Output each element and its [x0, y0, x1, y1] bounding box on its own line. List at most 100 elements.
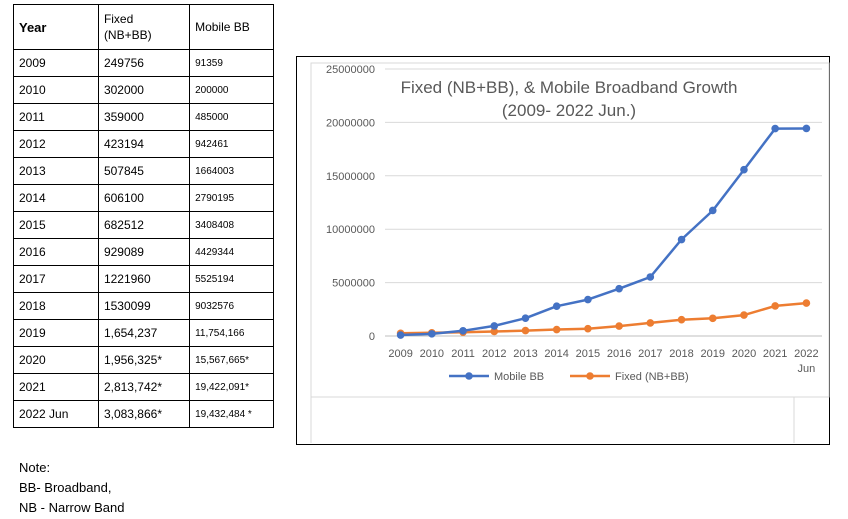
cell-mobile: 91359 — [189, 49, 274, 77]
cell-fixed: 507845 — [97, 157, 191, 185]
table-row: 2010 302000 200000 — [13, 76, 274, 104]
cell-year: 2012 — [13, 130, 99, 158]
cell-fixed: 2,813,742* — [97, 373, 191, 401]
data-point-mobile-bb — [740, 165, 748, 174]
data-point-mobile-bb — [584, 295, 592, 304]
table-row: 2018 1530099 9032576 — [13, 292, 274, 320]
cell-mobile: 485000 — [189, 103, 274, 131]
cell-mobile: 4429344 — [189, 238, 274, 266]
data-point-mobile-bb — [708, 206, 717, 215]
cell-year: 2020 — [13, 346, 99, 374]
legend-label-mobile-bb: Mobile BB — [494, 371, 544, 383]
header-mobile: Mobile BB — [189, 4, 274, 50]
table-row: 2016 929089 4429344 — [13, 238, 274, 266]
data-point-fixed — [521, 326, 530, 335]
cell-mobile: 19,432,484 * — [189, 400, 274, 428]
data-point-fixed — [490, 327, 499, 336]
data-point-mobile-bb — [802, 124, 811, 133]
data-table: Year Fixed (NB+BB) Mobile BB 2009 249756 91… — [13, 4, 274, 428]
y-tick-label: 0 — [369, 331, 375, 343]
x-tick-label: 2022 — [794, 348, 818, 360]
data-point-mobile-bb — [615, 284, 623, 293]
data-point-mobile-bb — [646, 273, 655, 281]
x-tick-label: 2012 — [482, 348, 506, 360]
chart-title: Fixed (NB+BB), & Mobile Broadband Growth — [401, 78, 738, 97]
data-point-fixed — [708, 314, 717, 323]
x-tick-label: 2021 — [763, 348, 787, 360]
cell-mobile: 3408408 — [189, 211, 274, 239]
cell-year: 2021 — [13, 373, 99, 401]
cell-fixed: 359000 — [97, 103, 191, 131]
y-tick-label: 10000000 — [326, 224, 375, 236]
data-point-fixed — [615, 322, 623, 330]
cell-fixed: 929089 — [97, 238, 191, 266]
cell-fixed: 682512 — [97, 211, 191, 239]
cell-year: 2019 — [13, 319, 99, 347]
cell-fixed: 249756 — [97, 49, 191, 77]
cell-year: 2022 Jun — [13, 400, 99, 428]
legend-label-fixed: Fixed (NB+BB) — [615, 371, 689, 383]
x-tick-label: 2018 — [669, 348, 693, 360]
cell-fixed: 1221960 — [97, 265, 191, 293]
data-point-mobile-bb — [552, 302, 561, 311]
header-year: Year — [13, 4, 99, 50]
chart-inner-border — [310, 62, 830, 398]
cell-mobile: 11,754,166 — [189, 319, 274, 347]
table-header-row: Year Fixed (NB+BB) Mobile BB — [13, 4, 274, 50]
cell-year: 2011 — [13, 103, 99, 131]
x-tick-label: 2011 — [451, 348, 475, 360]
x-tick-label: 2010 — [420, 348, 444, 360]
data-point-mobile-bb — [771, 124, 779, 133]
cell-year: 2017 — [13, 265, 99, 293]
data-point-mobile-bb — [396, 331, 405, 339]
broadband-growth-chart: 0 5000000 10000000 15000000 20000000 25000000… — [310, 62, 830, 443]
cell-year: 2009 — [13, 49, 99, 77]
table-row: 2009 249756 91359 — [13, 49, 274, 77]
data-point-fixed — [552, 325, 561, 334]
x-tick-label: 2017 — [638, 348, 662, 360]
table-row: 2013 507845 1664003 — [13, 157, 274, 185]
cell-mobile: 15,567,665* — [189, 346, 274, 374]
table-row: 2012 423194 942461 — [13, 130, 274, 158]
x-tick-label: 2009 — [388, 348, 412, 360]
y-tick-label: 15000000 — [326, 171, 375, 183]
chart-subtitle: (2009- 2022 Jun.) — [502, 101, 636, 120]
cell-mobile: 2790195 — [189, 184, 274, 212]
cell-mobile: 942461 — [189, 130, 274, 158]
cell-year: 2015 — [13, 211, 99, 239]
cell-fixed: 1,654,237 — [97, 319, 191, 347]
data-point-mobile-bb — [521, 314, 530, 323]
note-line-bb: BB- Broadband, — [19, 480, 112, 495]
cell-fixed: 423194 — [97, 130, 191, 158]
legend-marker-fixed — [586, 372, 594, 380]
table-row: 2011 359000 485000 — [13, 103, 274, 131]
chart-frame: 0 5000000 10000000 15000000 20000000 25000000… — [296, 56, 830, 445]
cell-mobile: 1664003 — [189, 157, 274, 185]
table-row: 2014 606100 2790195 — [13, 184, 274, 212]
x-tick-label: 2014 — [544, 348, 568, 360]
cell-mobile: 5525194 — [189, 265, 274, 293]
cell-fixed: 302000 — [97, 76, 191, 104]
cell-fixed: 3,083,866* — [97, 400, 191, 428]
data-point-fixed — [584, 324, 592, 333]
y-tick-label: 5000000 — [332, 278, 375, 290]
data-point-mobile-bb — [459, 327, 467, 335]
cell-year: 2014 — [13, 184, 99, 212]
x-tick-label: 2013 — [513, 348, 537, 360]
data-point-mobile-bb — [490, 322, 499, 330]
cell-year: 2010 — [13, 76, 99, 104]
cell-mobile: 19,422,091* — [189, 373, 274, 401]
data-point-fixed — [646, 319, 655, 327]
series-line-mobile-bb — [400, 127, 807, 337]
data-point-fixed — [802, 299, 811, 307]
cell-fixed: 1530099 — [97, 292, 191, 320]
data-point-mobile-bb — [428, 330, 436, 338]
x-tick-label: 2016 — [607, 348, 631, 360]
table-row: 2019 1,654,237 11,754,166 — [13, 319, 274, 347]
table-row: 2021 2,813,742* 19,422,091* — [13, 373, 274, 401]
table-row: 2015 682512 3408408 — [13, 211, 274, 239]
legend-marker-mobile-bb — [465, 372, 473, 380]
data-point-mobile-bb — [677, 235, 686, 244]
note-title: Note: — [19, 460, 51, 475]
cell-mobile: 200000 — [189, 76, 274, 104]
